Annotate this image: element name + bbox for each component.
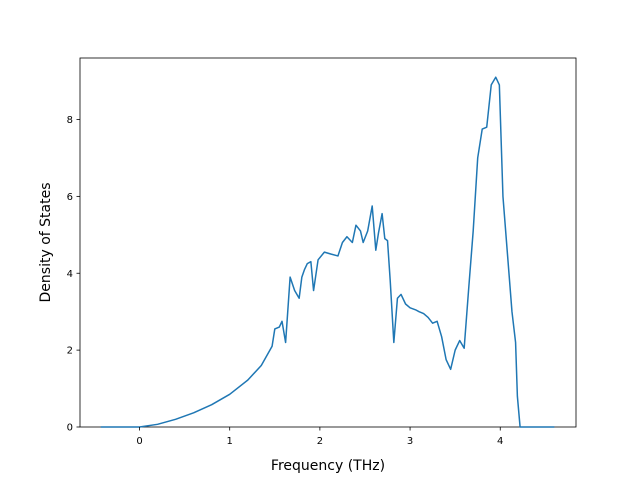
y-tick-label: 0 [67, 423, 73, 434]
x-tick-label: 1 [227, 436, 233, 447]
y-tick-label: 2 [67, 346, 73, 357]
plot-area [79, 57, 577, 428]
y-axis-ticks: 0 2 4 6 8 [67, 115, 80, 434]
x-tick-label: 4 [497, 436, 503, 447]
y-tick-label: 6 [67, 192, 73, 203]
series-line [100, 76, 555, 428]
x-axis-label: Frequency (THz) [271, 458, 385, 474]
axes-frame [79, 57, 577, 428]
x-tick-label: 0 [136, 436, 142, 447]
y-tick-label: 4 [67, 269, 73, 280]
x-tick-label: 3 [407, 436, 413, 447]
x-tick-label: 2 [317, 436, 323, 447]
y-axis-label: Density of States [38, 183, 54, 303]
y-tick-label: 8 [67, 115, 73, 126]
x-axis-ticks: 0 1 2 3 4 [136, 427, 503, 447]
